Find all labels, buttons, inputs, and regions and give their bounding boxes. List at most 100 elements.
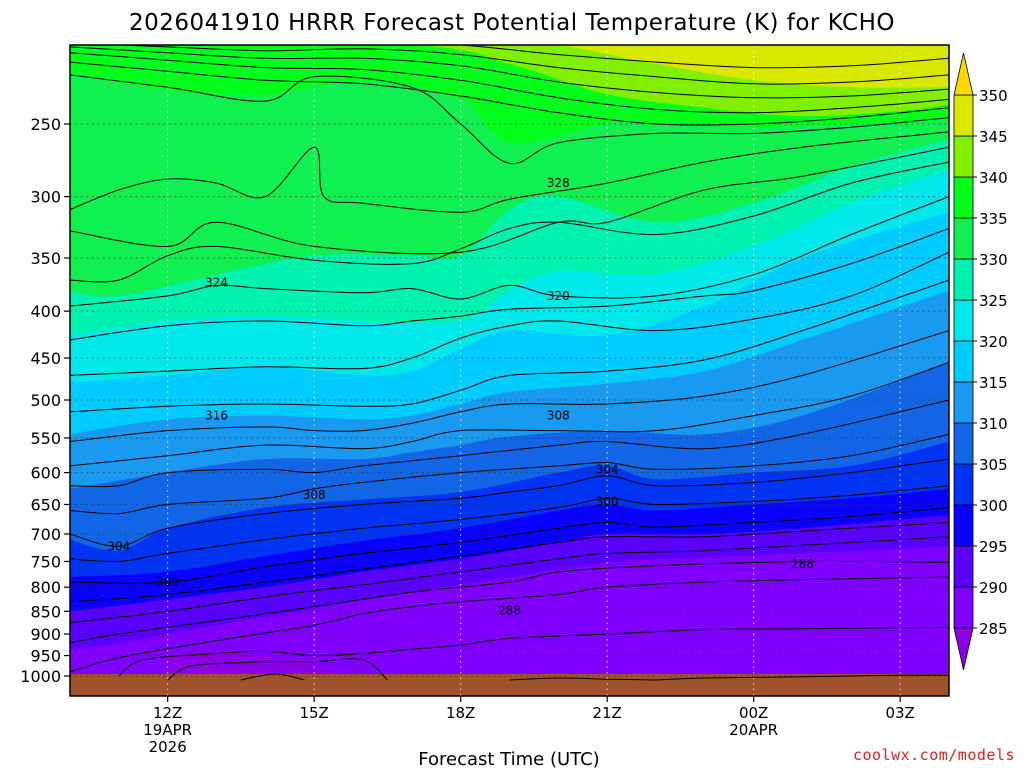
contour-line <box>167 658 388 681</box>
colorbar-label: 295 <box>979 538 1008 556</box>
contour-line <box>655 674 949 681</box>
colorbar-swatch <box>953 586 974 629</box>
colorbar-under-arrow <box>953 627 974 671</box>
x-tick-label: 20APR <box>729 721 778 739</box>
colorbar-label: 300 <box>979 497 1008 515</box>
contour-line <box>70 330 949 443</box>
y-tick-label: 250 <box>30 115 61 134</box>
colorbar-label: 290 <box>979 579 1008 597</box>
colorbar-label: 285 <box>979 620 1008 638</box>
contour-line <box>70 251 949 376</box>
plot-frame <box>69 44 950 697</box>
y-tick-label: 1000 <box>20 667 61 686</box>
contour-line <box>70 433 949 515</box>
contour-line <box>70 458 949 547</box>
y-tick-label: 600 <box>30 464 61 483</box>
colorbar-swatch <box>953 258 974 301</box>
x-tick-label: 00Z <box>739 704 768 722</box>
contour-line <box>70 146 949 255</box>
colorbar-swatch <box>953 463 974 506</box>
colorbar-label: 350 <box>979 87 1008 105</box>
contour-label: 300 <box>596 494 619 508</box>
colorbar-label: 310 <box>979 415 1008 433</box>
colorbar: 285 290 295 300 305 310 315 320 325 330 335 340 345 3… <box>953 52 1008 671</box>
colorbar-label: 305 <box>979 456 1008 474</box>
colorbar-swatch <box>953 299 974 342</box>
colorbar-label: 325 <box>979 292 1008 310</box>
contour-line <box>107 45 949 85</box>
y-tick-label: 400 <box>30 302 61 321</box>
contour-line <box>118 626 949 677</box>
contour-label: 304 <box>107 539 130 553</box>
theta-band-345 <box>70 45 949 88</box>
x-tick-label: 19APR <box>143 721 192 739</box>
colorbar-swatch <box>953 381 974 424</box>
colorbar-over-arrow <box>953 52 974 96</box>
contour-line <box>70 361 949 467</box>
color-fill-layer <box>70 45 949 696</box>
y-tick-label: 850 <box>30 602 61 621</box>
x-tick-label: 12Z <box>153 704 182 722</box>
contour-label: 316 <box>205 409 228 423</box>
y-tick-label: 700 <box>30 525 61 544</box>
grid-layer <box>70 45 949 696</box>
y-tick-label: 450 <box>30 349 61 368</box>
contour-line <box>70 196 949 307</box>
contour-line <box>70 485 949 563</box>
contour-line <box>70 228 949 341</box>
colorbar-swatch <box>953 94 974 137</box>
contour-line <box>70 46 949 99</box>
colorbar-label: 320 <box>979 333 1008 351</box>
colorbar-label: 335 <box>979 210 1008 228</box>
y-tick-label: 650 <box>30 495 61 514</box>
contour-label: 328 <box>547 176 570 190</box>
colorbar-label: 330 <box>979 251 1008 269</box>
y-tick-label: 950 <box>30 647 61 666</box>
contour-label: 288 <box>791 557 814 571</box>
contour-line <box>453 45 949 69</box>
y-tick-label: 300 <box>30 188 61 207</box>
contour-label-layer: 328 324 320 316 308 308 304 304 300 300 288 288 <box>107 176 814 617</box>
colorbar-swatch <box>953 422 974 465</box>
y-tick-label: 500 <box>30 391 61 410</box>
contour-line <box>70 52 949 114</box>
x-tick-label: 18Z <box>446 704 475 722</box>
x-tick-label: 15Z <box>299 704 328 722</box>
x-tick-label: 21Z <box>592 704 621 722</box>
contour-label: 308 <box>303 488 326 502</box>
contour-label: 288 <box>498 603 521 617</box>
theta-band-under <box>167 651 347 682</box>
ground-layer <box>70 674 949 696</box>
contour-line <box>70 560 949 644</box>
colorbar-swatch <box>953 340 974 383</box>
contour-label: 308 <box>547 409 570 423</box>
contour-line <box>70 279 949 413</box>
chart-title: 2026041910 HRRR Forecast Potential Tempe… <box>129 10 895 36</box>
contour-line <box>70 61 949 126</box>
colorbar-label: 340 <box>979 169 1008 187</box>
colorbar-swatch <box>953 504 974 547</box>
contour-line <box>70 521 949 603</box>
colorbar-swatch <box>953 545 974 588</box>
contour-line <box>70 399 949 488</box>
credit-text: coolwx.com/models <box>853 746 1015 764</box>
x-tick-label: 03Z <box>885 704 914 722</box>
contour-line <box>70 131 949 213</box>
contour-layer <box>70 45 949 681</box>
colorbar-swatch <box>953 135 974 178</box>
contour-line <box>70 536 949 624</box>
colorbar-label: 345 <box>979 128 1008 146</box>
contour-line <box>509 677 657 681</box>
ground-fill <box>70 674 949 696</box>
y-tick-label: 550 <box>30 429 61 448</box>
contour-line <box>240 673 305 681</box>
y-tick-label: 800 <box>30 578 61 597</box>
y-axis: 250 300 350 400 450 500 550 600 650 700 750 800 850 9… <box>20 115 70 686</box>
x-axis-label: Forecast Time (UTC) <box>418 749 599 768</box>
x-tick-label: 2026 <box>149 738 187 756</box>
y-tick-label: 350 <box>30 249 61 268</box>
contour-label: 324 <box>205 275 228 289</box>
contour-label: 304 <box>596 462 619 476</box>
contour-line <box>70 507 949 584</box>
